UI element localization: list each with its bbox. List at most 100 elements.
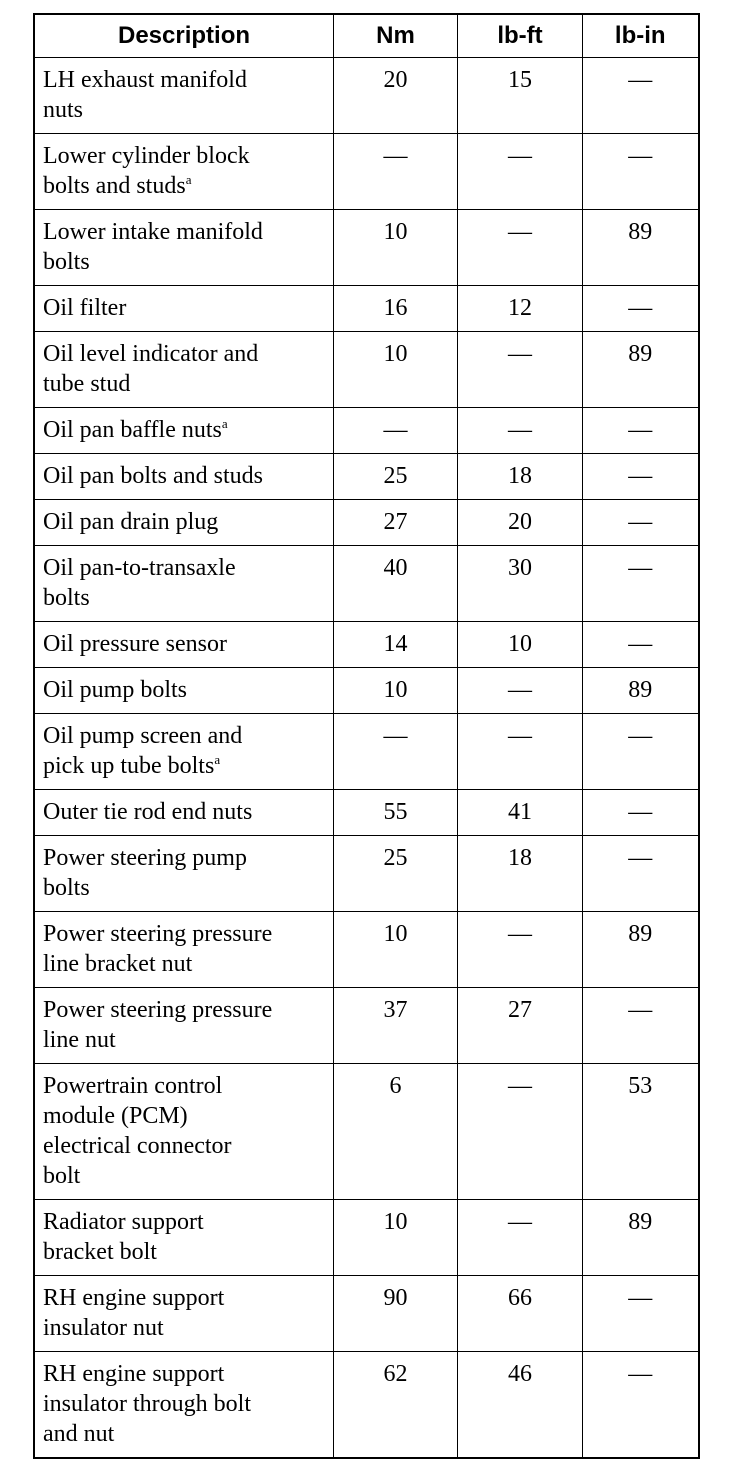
description-text: Oil pressure sensor (43, 631, 227, 657)
table-row: Oil pump screen and pick up tube boltsa —… (33, 713, 699, 790)
table-row: LH exhaust manifold nuts 20 15— (33, 57, 699, 134)
description-text: Radiator support bracket bolt (43, 1209, 204, 1265)
lb-in-cell: — (582, 1275, 699, 1352)
nm-cell: 27 (333, 499, 458, 546)
lb-in-cell: — (582, 499, 699, 546)
description-text: Oil pump screen and pick up tube bolts (43, 723, 243, 779)
description-cell: LH exhaust manifold nuts (33, 57, 334, 134)
description-text: Power steering pressure line nut (43, 997, 273, 1053)
lb-in-cell: 89 (582, 667, 699, 714)
lb-ft-cell: 10 (457, 621, 583, 668)
lb-in-cell: 53 (582, 1063, 699, 1200)
description-cell: Oil pressure sensor (33, 621, 334, 668)
nm-cell: 40 (333, 545, 458, 622)
table-row: Powertrain control module (PCM) electric… (33, 1063, 699, 1200)
description-text: Outer tie rod end nuts (43, 799, 253, 825)
description-cell: Power steering pump bolts (33, 835, 334, 912)
torque-specifications-table: Description Nm lb-ft lb-in LH exhaust ma… (33, 13, 700, 1459)
lb-ft-cell: 18 (457, 453, 583, 500)
table-row: Oil pan drain plug 27 20— (33, 499, 699, 546)
lb-ft-cell: — (457, 911, 583, 988)
description-cell: Lower cylinder block bolts and studsa (33, 133, 334, 210)
footnote-marker: a (221, 416, 228, 431)
lb-in-cell: — (582, 835, 699, 912)
table-row: Lower intake manifold bolts 10—89 (33, 209, 699, 286)
description-cell: Powertrain control module (PCM) electric… (33, 1063, 334, 1200)
table-row: Oil pan-to-transaxle bolts 40 30— (33, 545, 699, 622)
footnote-marker: a (214, 752, 221, 767)
description-text: RH engine support insulator through bolt… (43, 1361, 251, 1447)
nm-cell: 37 (333, 987, 458, 1064)
nm-cell: 55 (333, 789, 458, 836)
lb-in-cell: 89 (582, 331, 699, 408)
table-row: Oil pan baffle nutsa — — — (33, 407, 699, 454)
description-text: Power steering pump bolts (43, 845, 247, 901)
header-lb-ft: lb-ft (457, 13, 583, 58)
lb-ft-cell: 15 (457, 57, 583, 134)
lb-ft-cell: 20 (457, 499, 583, 546)
description-text: Oil pan-to-transaxle bolts (43, 555, 236, 611)
description-text: Powertrain control module (PCM) electric… (43, 1073, 232, 1189)
nm-cell: 10 (333, 911, 458, 988)
lb-in-cell: — (582, 987, 699, 1064)
lb-ft-cell: 46 (457, 1351, 583, 1459)
table-row: Power steering pump bolts 25 18— (33, 835, 699, 912)
header-row: Description Nm lb-ft lb-in (33, 13, 699, 58)
footnote-marker: a (185, 172, 192, 187)
nm-cell: 16 (333, 285, 458, 332)
table-row: Lower cylinder block bolts and studsa — — — (33, 133, 699, 210)
description-cell: Power steering pressure line bracket nut (33, 911, 334, 988)
lb-ft-cell: — (457, 407, 583, 454)
table-row: Oil pump bolts 10—89 (33, 667, 699, 714)
lb-ft-cell: — (457, 1199, 583, 1276)
description-text: Oil pan bolts and studs (43, 463, 263, 489)
lb-ft-cell: — (457, 133, 583, 210)
nm-cell: 25 (333, 835, 458, 912)
nm-cell: 10 (333, 331, 458, 408)
lb-ft-cell: 66 (457, 1275, 583, 1352)
description-cell: Oil pan-to-transaxle bolts (33, 545, 334, 622)
lb-ft-cell: 12 (457, 285, 583, 332)
lb-in-cell: — (582, 789, 699, 836)
lb-in-cell: — (582, 545, 699, 622)
description-cell: Oil filter (33, 285, 334, 332)
table-row: RH engine support insulator nut 90 66— (33, 1275, 699, 1352)
header-nm: Nm (333, 13, 458, 58)
lb-in-cell: 89 (582, 911, 699, 988)
lb-in-cell: — (582, 453, 699, 500)
lb-ft-cell: 18 (457, 835, 583, 912)
lb-ft-cell: 30 (457, 545, 583, 622)
description-cell: Oil pan baffle nutsa (33, 407, 334, 454)
nm-cell: 6 (333, 1063, 458, 1200)
lb-ft-cell: 41 (457, 789, 583, 836)
description-cell: Oil pump bolts (33, 667, 334, 714)
lb-ft-cell: — (457, 667, 583, 714)
lb-in-cell: — (582, 407, 699, 454)
nm-cell: 10 (333, 209, 458, 286)
description-text: Power steering pressure line bracket nut (43, 921, 273, 977)
lb-ft-cell: — (457, 713, 583, 790)
nm-cell: 10 (333, 1199, 458, 1276)
table-row: Oil pan bolts and studs 25 18— (33, 453, 699, 500)
table-row: Oil filter 16 12— (33, 285, 699, 332)
lb-in-cell: — (582, 57, 699, 134)
nm-cell: — (333, 407, 458, 454)
description-cell: Oil pan drain plug (33, 499, 334, 546)
lb-in-cell: — (582, 285, 699, 332)
description-cell: Radiator support bracket bolt (33, 1199, 334, 1276)
lb-ft-cell: — (457, 331, 583, 408)
lb-ft-cell: 27 (457, 987, 583, 1064)
description-cell: RH engine support insulator nut (33, 1275, 334, 1352)
lb-ft-cell: — (457, 1063, 583, 1200)
description-cell: Lower intake manifold bolts (33, 209, 334, 286)
nm-cell: — (333, 713, 458, 790)
header-description: Description (33, 13, 334, 58)
lb-ft-cell: — (457, 209, 583, 286)
description-cell: Outer tie rod end nuts (33, 789, 334, 836)
description-cell: Oil pump screen and pick up tube boltsa (33, 713, 334, 790)
table-row: Power steering pressure line bracket nut… (33, 911, 699, 988)
description-text: Lower intake manifold bolts (43, 219, 263, 275)
nm-cell: — (333, 133, 458, 210)
lb-in-cell: 89 (582, 209, 699, 286)
description-text: Oil pump bolts (43, 677, 188, 703)
